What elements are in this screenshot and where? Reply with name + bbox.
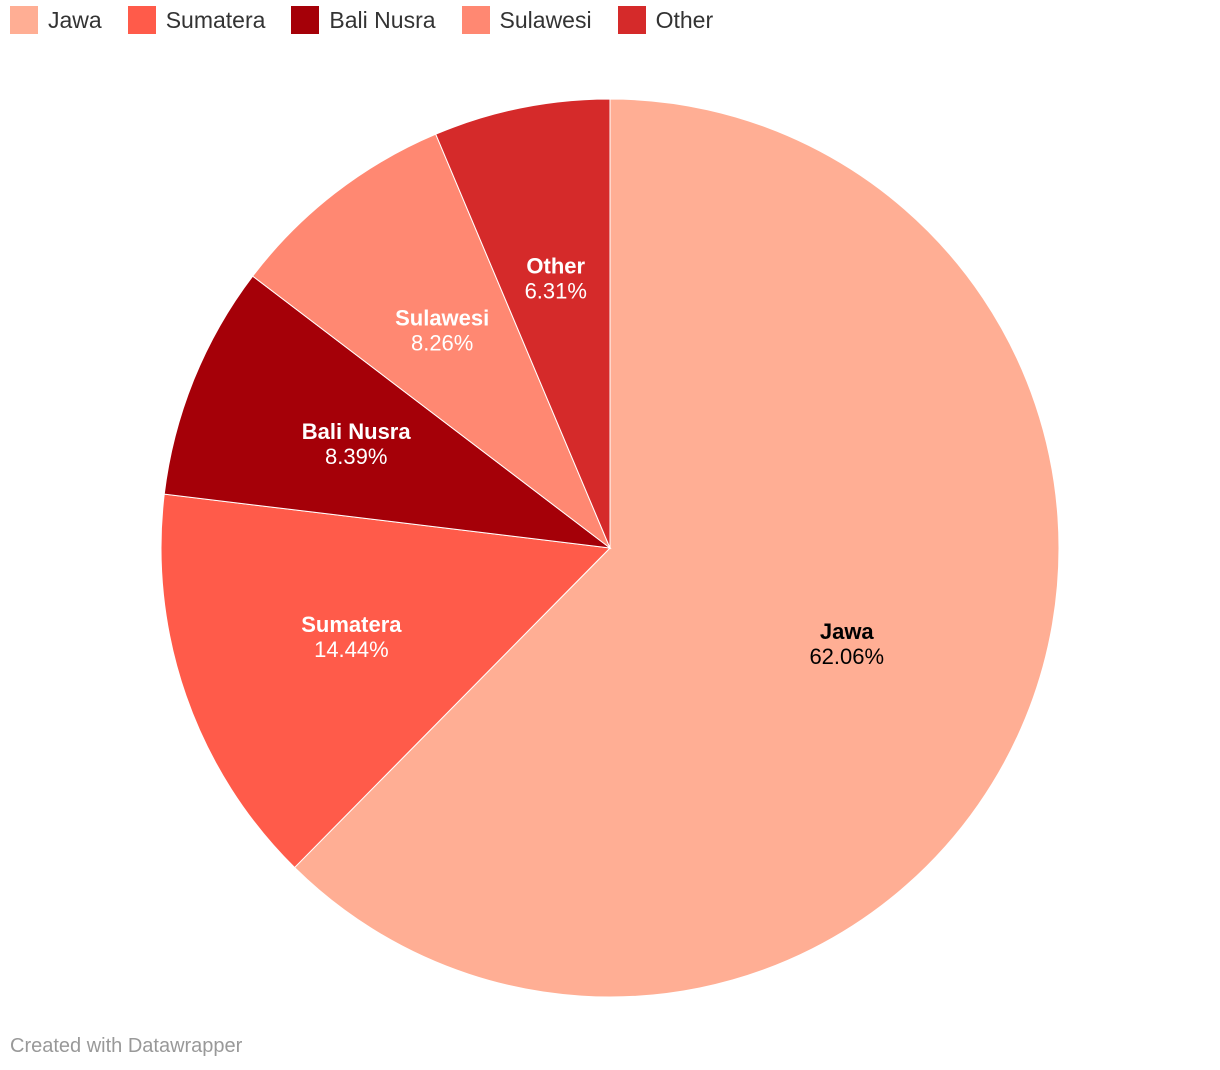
- legend-item-sulawesi: Sulawesi: [461, 6, 592, 34]
- slice-value-sulawesi: 8.26%: [411, 331, 473, 356]
- slice-label-other: Other: [526, 254, 585, 279]
- footer-credit: Created with Datawrapper: [10, 1035, 243, 1057]
- pie-slice-sumatera: [160, 493, 612, 869]
- legend-swatch-bali-nusra: [291, 6, 320, 34]
- pie-slice-sulawesi: [251, 133, 612, 550]
- legend-label-sulawesi: Sulawesi: [499, 6, 592, 33]
- chart-legend: Jawa Sumatera Bali Nusra Sulawesi Other: [10, 6, 713, 34]
- legend-swatch-sumatera: [127, 6, 156, 34]
- slice-label-sulawesi: Sulawesi: [395, 306, 489, 331]
- slice-label-sumatera: Sumatera: [301, 612, 402, 637]
- slice-value-jawa: 62.06%: [809, 644, 884, 669]
- legend-label-sumatera: Sumatera: [165, 6, 266, 33]
- slice-label-jawa: Jawa: [820, 619, 875, 644]
- legend-label-other: Other: [655, 6, 714, 33]
- legend-item-other: Other: [617, 6, 714, 34]
- legend-item-sumatera: Sumatera: [127, 6, 266, 34]
- pie-slices: [160, 98, 1060, 998]
- legend-swatch-jawa: [10, 6, 38, 34]
- pie-slice-jawa: [293, 98, 1060, 998]
- slice-label-bali-nusra: Bali Nusra: [302, 419, 412, 444]
- legend-label-bali-nusra: Bali Nusra: [329, 6, 436, 33]
- legend-item-bali-nusra: Bali Nusra: [291, 6, 436, 34]
- legend-item-jawa: Jawa: [10, 6, 102, 34]
- pie-slice-bali-nusra: [163, 275, 612, 549]
- slice-value-other: 6.31%: [525, 279, 587, 304]
- legend-swatch-other: [617, 6, 646, 34]
- legend-label-jawa: Jawa: [48, 6, 102, 33]
- pie-slice-other: [435, 98, 611, 549]
- slice-value-sumatera: 14.44%: [314, 637, 389, 662]
- legend-swatch-sulawesi: [461, 6, 490, 34]
- slice-value-bali-nusra: 8.39%: [325, 444, 387, 469]
